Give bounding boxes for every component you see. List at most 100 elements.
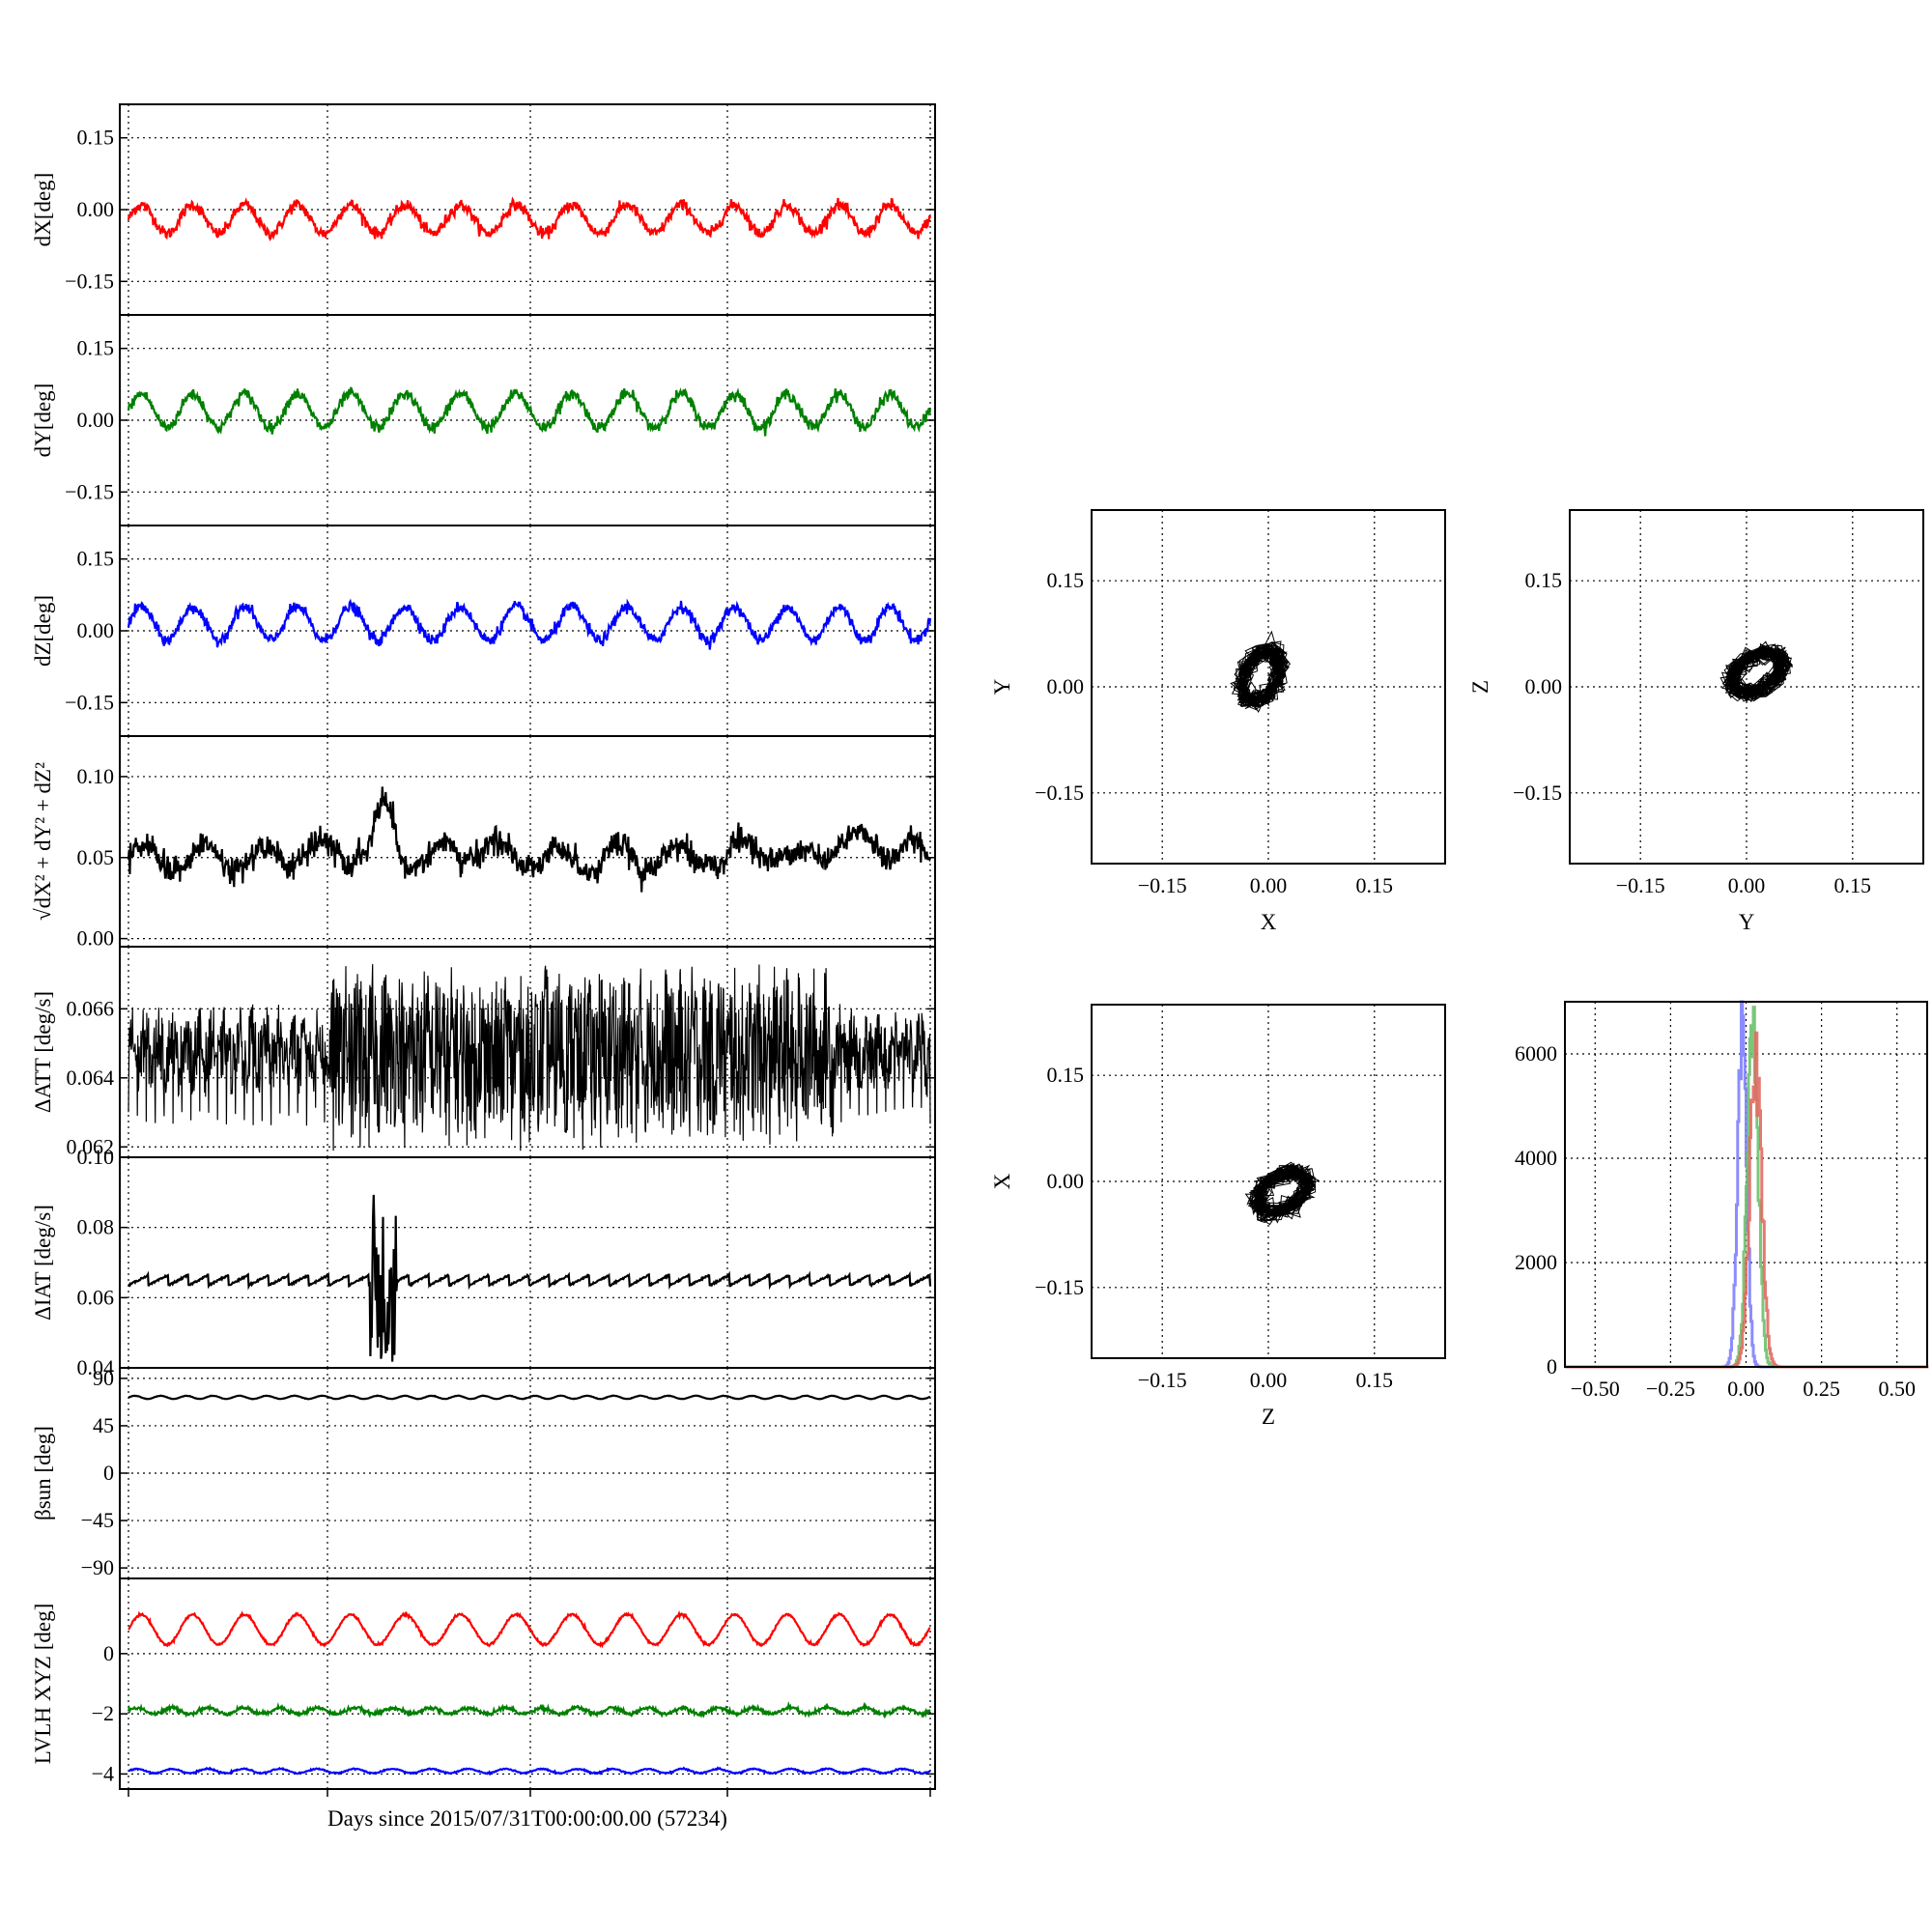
y-tick-label: −0.15	[65, 690, 114, 714]
x-tick-label: 0.15	[1834, 873, 1872, 897]
y-tick-label: −0.15	[65, 479, 114, 503]
x-tick-label: 0.50	[1879, 1377, 1917, 1401]
x-tick-label: 0.15	[1356, 1368, 1394, 1392]
y-tick-label: 0.00	[1525, 674, 1563, 698]
y-axis-label: ΔATT [deg/s]	[31, 991, 55, 1113]
y-tick-label: 0.00	[77, 408, 115, 432]
panel-histogram: −0.50 −0.25 0.00 0.25 0.50 6000 4000 2000 0	[1515, 1000, 1929, 1401]
trajectory-yz	[1719, 640, 1794, 703]
x-tick-label: 0.25	[1803, 1377, 1840, 1401]
panel-lvlh: 0 −2 −4 LVLH XYZ [deg]	[31, 1577, 936, 1790]
panel-frame	[119, 1577, 936, 1790]
x-tick-label: 0.00	[1250, 873, 1288, 897]
y-tick-label: −0.15	[1513, 781, 1562, 805]
y-tick-label: 2000	[1515, 1250, 1557, 1274]
series-line-lvlh-1	[127, 1700, 931, 1719]
y-axis-label: βsun [deg]	[31, 1426, 55, 1520]
y-axis-label: X	[990, 1173, 1014, 1189]
series-line-dy	[127, 386, 932, 437]
series-line-dz	[127, 598, 932, 650]
y-axis-label: Y	[990, 678, 1014, 695]
y-axis-label: √dX² + dY² + dZ²	[31, 762, 55, 921]
series-line-dx	[127, 196, 932, 242]
y-tick-label: 0.062	[67, 1134, 115, 1158]
y-tick-label: 0.00	[77, 926, 115, 951]
y-tick-label: 0.15	[77, 547, 115, 571]
y-tick-label: 0	[1547, 1354, 1557, 1378]
x-tick-label: 0.00	[1728, 873, 1766, 897]
panel-yz: −0.15 −0.15 0.00 0.00 0.15 0.15 Y Z	[1468, 509, 1924, 934]
y-tick-label: 0.15	[1525, 568, 1563, 592]
y-tick-label: 0.10	[77, 1145, 115, 1169]
x-tick-label: −0.15	[1138, 873, 1187, 897]
x-axis-label: Days since 2015/07/31T00:00:00.00 (57234…	[327, 1806, 727, 1831]
y-tick-label: −0.15	[65, 269, 114, 293]
panel-frame	[119, 1156, 936, 1369]
y-axis-label: LVLH XYZ [deg]	[31, 1604, 55, 1765]
y-axis-label: dY[deg]	[31, 384, 55, 458]
x-tick-label: −0.25	[1646, 1377, 1695, 1401]
panel-frame	[1569, 509, 1924, 865]
y-axis-label: Z	[1468, 680, 1492, 694]
panel-dr: 0.10 0.05 0.00 √dX² + dY² + dZ²	[31, 735, 936, 951]
y-tick-label: 0.00	[77, 618, 115, 642]
y-axis-label: dZ[deg]	[31, 595, 55, 667]
y-tick-label: 6000	[1515, 1041, 1557, 1065]
panel-dz: 0.15 0.00 −0.15 dZ[deg]	[31, 525, 936, 737]
y-tick-label: 0.15	[77, 126, 115, 150]
y-tick-label: 0.08	[77, 1215, 115, 1239]
y-tick-label: −4	[92, 1761, 114, 1785]
y-tick-label: 0.064	[67, 1065, 115, 1090]
y-tick-label: 0.10	[77, 764, 115, 788]
y-axis-label: ΔIAT [deg/s]	[31, 1205, 55, 1321]
panel-xy: −0.15 −0.15 0.00 0.00 0.15 0.15 X Y	[990, 509, 1446, 934]
series-line-lvlh-0	[128, 1609, 931, 1649]
y-tick-label: 0	[103, 1641, 114, 1665]
y-tick-label: 0.15	[1047, 1063, 1085, 1087]
y-tick-label: 0.00	[1047, 674, 1085, 698]
trajectory-zx	[1244, 1161, 1321, 1226]
x-axis-label: X	[1261, 910, 1277, 934]
series-line-beta	[128, 1394, 931, 1401]
y-tick-label: 0.05	[77, 845, 115, 869]
x-axis-label: Y	[1739, 910, 1755, 934]
panel-frame	[1091, 1004, 1446, 1359]
x-axis-label: Z	[1262, 1405, 1275, 1429]
x-tick-label: −0.15	[1138, 1368, 1187, 1392]
trajectory-xy	[1230, 630, 1292, 713]
panel-zx: −0.15 −0.15 0.00 0.00 0.15 0.15 Z X	[990, 1004, 1446, 1429]
y-tick-label: 45	[93, 1413, 114, 1437]
y-tick-label: 0.066	[67, 996, 115, 1020]
panel-datt: 0.066 0.064 0.062 ΔATT [deg/s]	[31, 946, 936, 1158]
y-tick-label: −45	[81, 1508, 114, 1532]
x-tick-label: −0.50	[1571, 1377, 1620, 1401]
panels: 0.15 0.00 −0.15 dX[deg] 0.15 0.00 −0.15 dY[deg]…	[31, 103, 1929, 1797]
y-tick-label: 0.15	[1047, 568, 1085, 592]
y-tick-label: 0.00	[77, 197, 115, 221]
y-tick-label: 90	[93, 1366, 114, 1390]
panel-beta: 90 45 0 −45 −90 βsun [deg]	[31, 1366, 936, 1579]
panel-frame	[119, 735, 936, 948]
panel-dy: 0.15 0.00 −0.15 dY[deg]	[31, 314, 936, 526]
y-tick-label: 0.15	[77, 336, 115, 360]
y-tick-label: −2	[92, 1701, 114, 1725]
y-tick-label: 0	[103, 1461, 114, 1485]
y-tick-label: 0.04	[77, 1355, 115, 1379]
panel-dx: 0.15 0.00 −0.15 dX[deg]	[31, 103, 936, 316]
y-axis-label: dX[deg]	[31, 173, 55, 247]
y-tick-label: −0.15	[1035, 1275, 1084, 1299]
y-tick-label: 4000	[1515, 1146, 1557, 1170]
panel-diat: 0.10 0.08 0.06 0.04 ΔIAT [deg/s]	[31, 1145, 936, 1379]
x-tick-label: 0.15	[1356, 873, 1394, 897]
y-tick-label: −90	[81, 1555, 114, 1579]
histogram-series-1	[1565, 1006, 1929, 1369]
y-tick-label: −0.15	[1035, 781, 1084, 805]
x-tick-label: −0.15	[1616, 873, 1665, 897]
y-tick-label: 0.06	[77, 1285, 115, 1309]
panel-frame	[1091, 509, 1446, 865]
y-tick-label: 0.00	[1047, 1169, 1085, 1193]
series-line-dr	[127, 786, 932, 893]
x-tick-label: 0.00	[1250, 1368, 1288, 1392]
series-line-datt	[128, 964, 931, 1151]
